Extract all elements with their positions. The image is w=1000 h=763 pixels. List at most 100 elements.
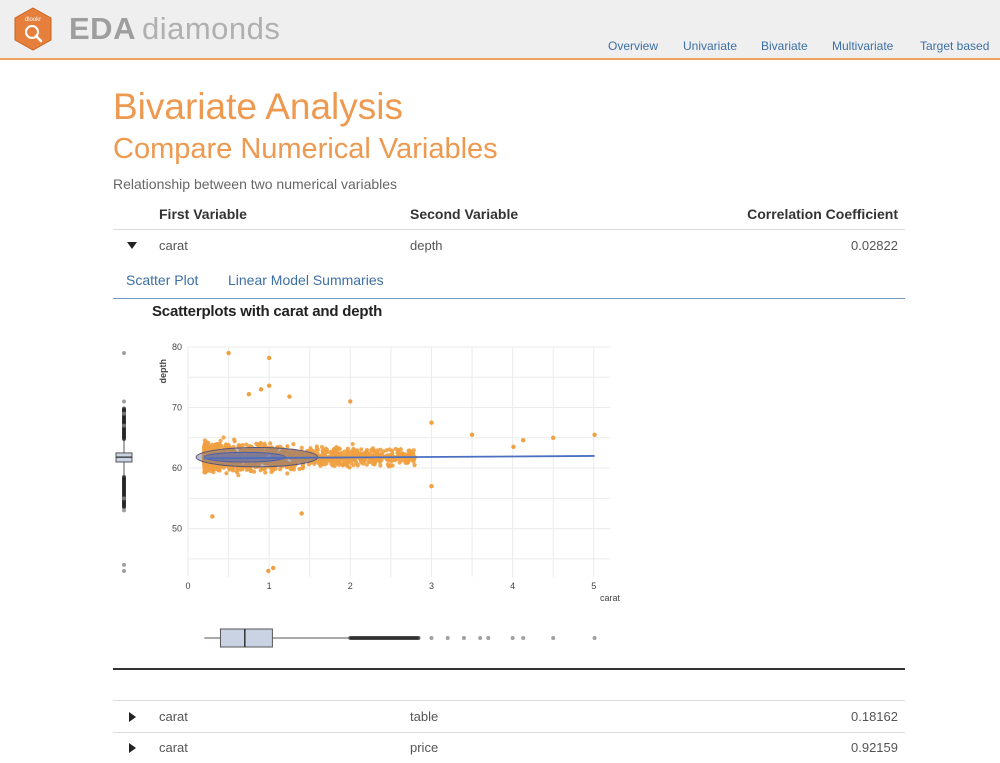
y-tick-label: 70 [172, 403, 182, 413]
scatter-point [299, 445, 304, 450]
cell-correlation: 0.92159 [851, 740, 898, 755]
scatter-point [287, 394, 292, 399]
scatter-point [320, 450, 326, 455]
collapse-triangle-icon[interactable] [127, 242, 137, 249]
x-tick-label: 0 [185, 581, 190, 591]
y-box-outlier [122, 568, 126, 573]
y-tick-label: 80 [172, 342, 182, 352]
cell-second-variable: table [410, 709, 439, 724]
scatter-point [263, 470, 268, 475]
scatter-point [203, 462, 208, 467]
scatter-point [378, 447, 383, 452]
scatter-point [390, 463, 395, 468]
scatter-point [385, 462, 390, 467]
scatter-point [297, 466, 302, 472]
top-navbar: dlookr EDA diamonds Overview Univariate B… [0, 0, 1000, 60]
scatter-point [217, 468, 222, 473]
scatter-point [332, 463, 337, 468]
section-description: Relationship between two numerical varia… [113, 176, 398, 192]
scatter-point [285, 444, 290, 449]
y-box-outlier [122, 399, 126, 404]
scatter-point [266, 383, 272, 388]
scatter-point [400, 451, 405, 456]
x-tick-label: 5 [591, 581, 596, 591]
nav-univariate[interactable]: Univariate [683, 39, 738, 53]
scatter-point [249, 462, 255, 468]
nav-overview[interactable]: Overview [608, 39, 659, 53]
scatter-point [262, 461, 267, 466]
scatter-point [211, 469, 216, 475]
column-header-first-variable: First Variable [159, 206, 247, 222]
scatter-point [291, 442, 296, 447]
scatter-point [232, 439, 237, 444]
scatter-point [314, 446, 319, 451]
scatter-point [279, 460, 284, 466]
scatter-point [267, 447, 273, 452]
x-box-outlier [445, 636, 450, 640]
dlookr-logo-icon[interactable]: dlookr [14, 7, 52, 51]
scatter-point [226, 350, 231, 356]
row-divider [113, 732, 905, 733]
scatter-point [550, 435, 556, 440]
scatter-point [246, 392, 252, 397]
app-brand[interactable]: EDA diamonds [69, 11, 280, 47]
scatter-point [302, 453, 307, 458]
scatter-point [291, 465, 296, 470]
scatter-point [329, 461, 334, 467]
scatter-point [511, 444, 516, 450]
scatter-point [213, 443, 219, 448]
scatter-point [312, 449, 317, 454]
scatter-point [325, 449, 331, 454]
scatter-point [210, 514, 215, 519]
x-tick-label: 4 [510, 581, 515, 591]
cell-first-variable: carat [159, 238, 188, 253]
scatter-point [361, 458, 366, 463]
scatter-point [410, 452, 416, 458]
scatter-point [221, 435, 226, 440]
scatter-point [350, 441, 355, 447]
scatter-point [359, 451, 364, 456]
scatter-point [285, 471, 290, 476]
cell-correlation: 0.18162 [851, 709, 898, 724]
scatter-point [319, 444, 325, 450]
scatter-point [252, 469, 257, 474]
scatter-point [254, 447, 259, 453]
expand-triangle-icon[interactable] [129, 743, 136, 753]
scatter-point [365, 453, 370, 458]
nav-bivariate[interactable]: Bivariate [761, 39, 808, 53]
scatter-point [403, 460, 408, 466]
scatter-point [234, 469, 239, 474]
scatter-point [224, 471, 229, 476]
x-box-outlier [510, 636, 515, 640]
tab-linear-model-summaries[interactable]: Linear Model Summaries [228, 272, 384, 288]
y-axis-label: depth [158, 359, 168, 384]
expand-triangle-icon[interactable] [129, 712, 136, 722]
scatter-point [354, 462, 360, 467]
scatter-point [359, 447, 364, 452]
scatter-point [248, 468, 253, 474]
scatter-point [282, 461, 287, 466]
scatter-point [411, 448, 416, 453]
y-box-outlier [122, 351, 126, 356]
scatter-point [269, 469, 274, 475]
scatter-point [213, 464, 218, 469]
scatter-point [377, 458, 382, 464]
scatter-point [279, 449, 284, 454]
brand-light: diamonds [141, 11, 281, 46]
scatter-point [351, 446, 356, 452]
y-box-outlier [122, 562, 126, 567]
scatter-point [236, 443, 241, 448]
scatter-point [296, 450, 301, 455]
column-header-correlation: Correlation Coefficient [747, 206, 898, 222]
scatter-point [378, 452, 383, 457]
scatter-point [469, 432, 475, 437]
logo-text: dlookr [25, 17, 41, 23]
tab-scatter-plot[interactable]: Scatter Plot [126, 272, 199, 288]
section-title: Compare Numerical Variables [113, 133, 498, 165]
y-box-outlier [122, 496, 126, 501]
scatter-point [369, 458, 374, 463]
nav-multivariate[interactable]: Multivariate [832, 39, 894, 53]
scatter-point [218, 438, 223, 443]
cell-first-variable: carat [159, 709, 188, 724]
nav-target-based[interactable]: Target based [920, 39, 990, 53]
